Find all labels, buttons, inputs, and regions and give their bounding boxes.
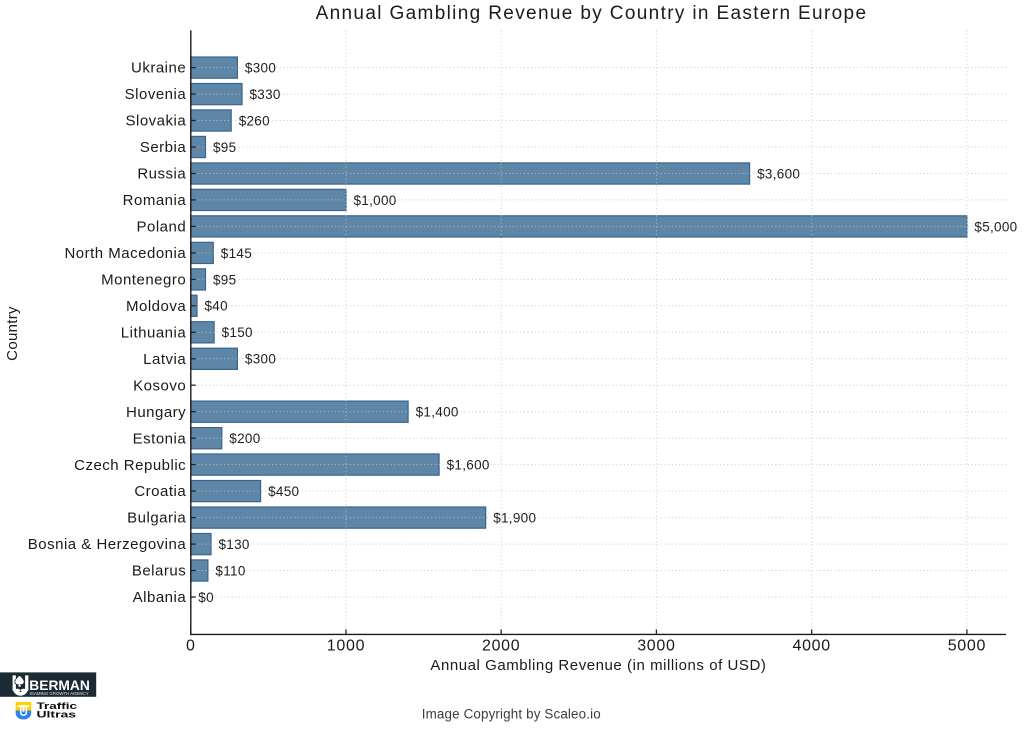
svg-text:Moldova: Moldova: [126, 298, 186, 315]
svg-text:Romania: Romania: [123, 192, 187, 209]
svg-text:North Macedonia: North Macedonia: [64, 245, 186, 262]
svg-text:0: 0: [186, 638, 196, 655]
svg-text:Annual Gambling Revenue by Cou: Annual Gambling Revenue by Country in Ea…: [316, 3, 868, 24]
svg-text:Ukraine: Ukraine: [131, 60, 186, 77]
svg-text:Kosovo: Kosovo: [133, 377, 186, 394]
svg-text:Croatia: Croatia: [134, 483, 186, 500]
svg-text:iGAMING GROWTH AGENCY: iGAMING GROWTH AGENCY: [30, 691, 89, 696]
svg-text:3000: 3000: [637, 638, 675, 655]
svg-text:Lithuania: Lithuania: [121, 324, 187, 341]
svg-text:Ultras: Ultras: [37, 709, 77, 720]
svg-text:Estonia: Estonia: [133, 430, 187, 447]
svg-text:Annual Gambling Revenue (in mi: Annual Gambling Revenue (in millions of …: [430, 657, 766, 674]
svg-text:Czech Republic: Czech Republic: [74, 457, 186, 474]
svg-text:1000: 1000: [327, 638, 365, 655]
svg-text:5000: 5000: [948, 638, 986, 655]
svg-text:$95: $95: [213, 272, 236, 287]
svg-text:Bulgaria: Bulgaria: [127, 510, 186, 527]
svg-text:$300: $300: [245, 61, 276, 76]
svg-text:Poland: Poland: [136, 219, 186, 236]
svg-text:4000: 4000: [792, 638, 830, 655]
svg-text:Belarus: Belarus: [132, 563, 186, 580]
svg-text:Slovenia: Slovenia: [125, 86, 187, 103]
svg-text:Hungary: Hungary: [126, 404, 186, 421]
svg-text:Country: Country: [4, 306, 21, 361]
svg-text:$5,000: $5,000: [974, 219, 1017, 234]
svg-text:$450: $450: [268, 484, 299, 499]
svg-text:$330: $330: [250, 87, 281, 102]
svg-text:$110: $110: [215, 563, 245, 578]
svg-text:$40: $40: [205, 299, 228, 314]
svg-text:2000: 2000: [482, 638, 520, 655]
svg-text:Image Copyright by Scaleo.io: Image Copyright by Scaleo.io: [422, 706, 601, 721]
svg-text:$3,600: $3,600: [757, 166, 800, 181]
svg-text:$145: $145: [221, 246, 252, 261]
svg-text:Albania: Albania: [133, 589, 187, 606]
svg-text:Slovakia: Slovakia: [125, 113, 186, 130]
svg-text:$150: $150: [222, 325, 253, 340]
svg-text:$130: $130: [219, 537, 250, 552]
svg-text:Montenegro: Montenegro: [101, 272, 186, 289]
svg-text:$1,600: $1,600: [447, 458, 490, 473]
svg-text:$260: $260: [239, 113, 270, 128]
svg-text:Serbia: Serbia: [140, 139, 187, 156]
svg-text:$300: $300: [245, 352, 276, 367]
svg-text:$1,400: $1,400: [416, 405, 459, 420]
svg-text:$1,000: $1,000: [354, 193, 397, 208]
svg-text:Bosnia & Herzegovina: Bosnia & Herzegovina: [28, 536, 187, 553]
svg-text:$95: $95: [213, 140, 236, 155]
svg-text:$1,900: $1,900: [493, 511, 536, 526]
svg-text:Traffic: Traffic: [37, 700, 78, 711]
svg-text:$0: $0: [198, 590, 214, 605]
svg-text:$200: $200: [229, 431, 260, 446]
svg-text:BERMAN: BERMAN: [29, 678, 90, 693]
svg-text:Latvia: Latvia: [143, 351, 186, 368]
svg-text:Russia: Russia: [137, 166, 186, 183]
